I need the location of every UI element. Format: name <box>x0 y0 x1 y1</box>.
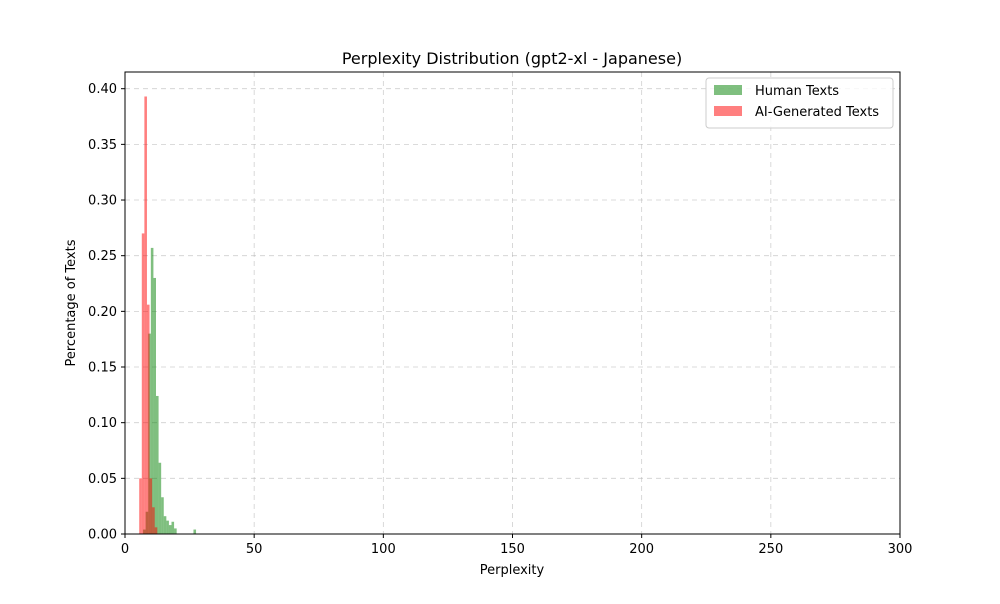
legend-label-ai: AI-Generated Texts <box>755 105 879 120</box>
x-tick-label: 200 <box>629 542 654 557</box>
y-axis-label: Percentage of Texts <box>64 239 79 366</box>
ai-histogram-bar <box>144 96 147 534</box>
y-tick-label: 0.00 <box>88 528 117 543</box>
human-histogram-bar <box>168 525 172 534</box>
bars-layer <box>139 96 197 534</box>
x-ticks: 0 50 100 150 200 250 300 <box>121 534 913 557</box>
y-tick-label: 0.35 <box>88 138 117 153</box>
y-ticks: 0.00 0.05 0.10 0.15 0.20 0.25 0.30 0.35 0.40 <box>88 82 125 543</box>
human-histogram-bar <box>158 462 162 534</box>
y-tick-label: 0.10 <box>88 416 117 431</box>
x-tick-label: 150 <box>500 542 525 557</box>
series-ai-bars <box>139 96 158 534</box>
ai-histogram-bar <box>149 478 153 534</box>
legend-box <box>705 77 894 129</box>
x-tick-label: 50 <box>246 542 263 557</box>
human-histogram-bar <box>193 529 197 534</box>
ai-histogram-bar <box>154 527 158 534</box>
y-tick-label: 0.40 <box>88 82 117 97</box>
human-histogram-bar <box>156 395 159 534</box>
x-tick-label: 250 <box>758 542 783 557</box>
human-histogram-bar <box>163 516 167 534</box>
human-histogram-bar <box>161 497 164 534</box>
ai-histogram-bar <box>139 478 142 534</box>
chart-title: Perplexity Distribution (gpt2-xl - Japan… <box>342 49 682 68</box>
x-tick-label: 300 <box>888 542 913 557</box>
x-tick-label: 0 <box>121 542 129 557</box>
legend: Human Texts AI-Generated Texts <box>705 77 894 129</box>
y-tick-label: 0.30 <box>88 194 117 209</box>
x-tick-label: 100 <box>371 542 396 557</box>
human-histogram-bar <box>174 528 177 534</box>
legend-swatch-human <box>714 85 742 95</box>
y-tick-label: 0.15 <box>88 361 117 376</box>
human-histogram-bar <box>150 247 154 534</box>
ai-histogram-bar <box>152 507 155 534</box>
human-histogram-bar <box>166 520 169 534</box>
y-tick-label: 0.05 <box>88 472 117 487</box>
x-axis-label: Perplexity <box>480 563 545 578</box>
y-tick-label: 0.25 <box>88 249 117 264</box>
y-tick-label: 0.20 <box>88 305 117 320</box>
human-histogram-bar <box>171 521 175 534</box>
ai-histogram-bar <box>146 304 150 534</box>
ai-histogram-bar <box>141 233 145 534</box>
legend-swatch-ai <box>714 106 742 116</box>
human-histogram-bar <box>153 277 156 534</box>
legend-label-human: Human Texts <box>755 84 839 99</box>
